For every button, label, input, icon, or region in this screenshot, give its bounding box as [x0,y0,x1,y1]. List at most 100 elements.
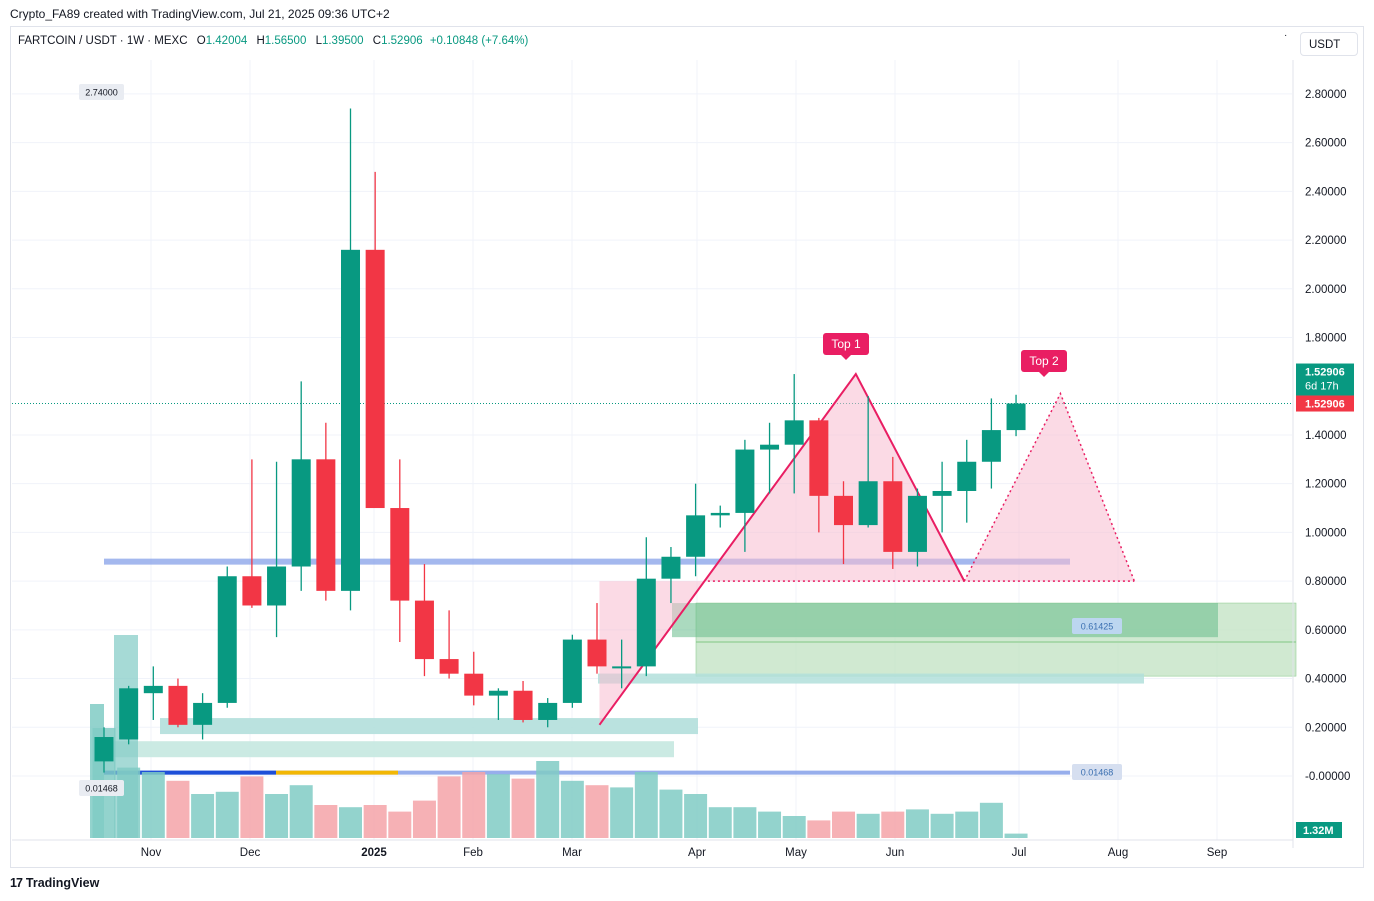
zone-label-bg [1072,618,1122,634]
volume-bar [462,772,486,838]
open-label: O [196,35,206,47]
volume-bar [782,816,806,838]
candle [809,417,829,533]
candle [513,680,533,723]
x-tick-label: Feb [463,847,483,859]
candle-body [538,702,558,720]
volume-bar [215,791,239,838]
y-tick-label: -0.00000 [1305,771,1350,783]
volume-bar [560,780,584,838]
top2-label: Top 2 [1029,354,1059,368]
close-label: C [372,35,382,47]
candle-body [686,515,706,557]
candle [834,481,853,565]
y-tick-label: 0.60000 [1305,625,1347,637]
candle-body [932,490,952,496]
x-tick-label: Dec [240,847,261,859]
candle-body [291,459,311,567]
candle [291,381,311,591]
candle-body [439,659,459,674]
candle-body [981,430,1001,462]
candle-body [267,566,287,606]
candle [587,603,607,674]
support-band [104,741,674,758]
level-label: 0.01468 [1081,768,1114,778]
candle-body [390,508,410,601]
high-marker-bg [79,84,124,100]
volume-bar [930,813,954,838]
volume-bar [758,811,782,838]
candle-body [168,685,188,725]
candle-body [760,444,780,450]
countdown-value: 6d 17h [1305,381,1339,393]
volume-bar [141,772,165,838]
candle [562,634,582,708]
volume-bar [1004,833,1028,838]
y-tick-label: 1.40000 [1305,430,1347,442]
candle-body [562,639,582,703]
volume-bar [486,774,510,838]
candle [686,483,706,577]
candle-body [464,673,484,696]
candle-body [858,481,878,526]
candle [341,108,360,611]
candle [143,666,163,720]
currency-button[interactable]: USDT [1300,32,1358,56]
volume-value: 1.32M [1303,825,1334,837]
symbol-name[interactable]: FARTCOIN / USDT · 1W · MEXC [18,35,188,47]
tradingview-logo[interactable]: 17 TradingView [10,876,99,890]
support-band [160,718,698,735]
candle [94,727,114,773]
candle-body [883,481,903,552]
x-tick-label: May [785,847,807,859]
candle [981,398,1001,489]
candle [365,171,385,509]
top1-label: Top 1 [831,337,861,351]
chart-frame [10,26,1364,868]
price-labels: Top 1 Top 2 2.74000 0.01468 0.61425 0.01468 [79,84,1122,796]
candle [710,505,730,528]
volume-bar [856,813,880,838]
y-tick-label: 0.40000 [1305,674,1347,686]
candle [538,698,558,728]
x-tick-label: Jul [1012,847,1027,859]
volume-bar [536,761,560,838]
candle-body [217,576,237,703]
volume-bar [90,704,104,838]
candle-body [242,576,262,606]
symbol-legend: FARTCOIN / USDT · 1W · MEXC O1.42004 H1.… [18,35,528,47]
last-price-box [1296,363,1354,396]
candle [316,422,336,601]
x-axis: Nov Dec 2025 Feb Mar Apr May Jun Jul Aug Sep [12,839,1293,859]
candle [267,461,287,638]
volume-box [1296,822,1342,838]
volume-bar [166,780,190,838]
volume-bar [339,807,362,838]
candle-body [661,556,681,579]
volume-bar [240,776,264,838]
volume-bar [733,807,757,838]
x-tick-label: Jun [886,847,905,859]
y-tick-label: 1.20000 [1305,479,1347,491]
low-marker: 0.01468 [85,784,118,794]
top2-label-bg [1021,350,1067,372]
candle-body [1006,403,1026,431]
volume-bar [437,776,461,838]
volume-bar [684,794,708,838]
candle [957,439,977,523]
top2-line [963,391,1136,582]
volume-bar [659,789,683,838]
volume-bar [634,772,658,838]
candles [94,108,1026,773]
volume-bar [881,811,905,838]
volume-bar [610,787,634,838]
x-tick-label: Nov [141,847,162,859]
double-top-pattern [598,372,1136,726]
volume-bar [979,802,1003,838]
volume-bars [90,635,1028,838]
candle-body [513,690,533,720]
volume-bar [955,811,979,838]
more-dots-icon[interactable]: · [1284,30,1288,41]
low-value: 1.39500 [321,35,364,47]
